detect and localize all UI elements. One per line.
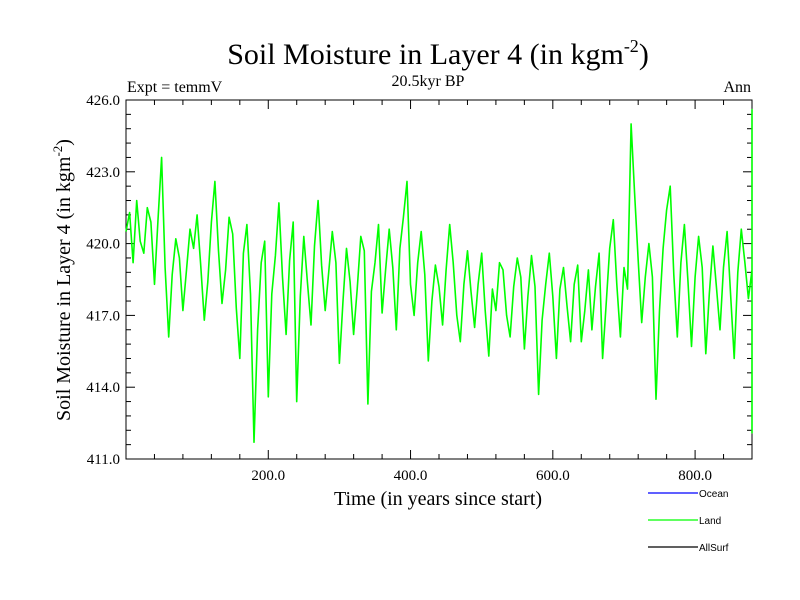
legend-label-allsurf: AllSurf [699,543,729,554]
legend-label-ocean: Ocean [699,489,728,500]
y-axis-label-main: Soil Moisture in Layer 4 (in kgm [53,156,75,421]
x-tick-label: 200.0 [251,468,285,484]
y-tick-label: 426.0 [86,93,120,109]
x-tick-label: 600.0 [536,468,570,484]
legend: Ocean Land AllSurf [648,489,729,554]
legend-label-land: Land [699,516,721,527]
x-tick-label: 800.0 [678,468,712,484]
expt-label: Expt = temmV [127,79,223,96]
y-tick-label: 411.0 [87,452,120,468]
y-axis-label-close: ) [53,139,75,146]
x-tick-label: 400.0 [394,468,428,484]
y-tick-label: 423.0 [86,165,120,181]
y-axis-label-sup: -2 [50,146,65,157]
y-axis-label: Soil Moisture in Layer 4 (in kgm-2) [50,139,75,421]
chart-title-close: ) [639,38,649,71]
y-tick-label: 420.0 [86,237,120,253]
series-line-land [125,108,753,444]
y-tick-label: 414.0 [86,380,120,396]
x-axis-label: Time (in years since start) [334,488,542,510]
y-tick-label: 417.0 [86,308,120,324]
chart-title-sup: -2 [624,36,639,56]
chart-subtitle: 20.5kyr BP [392,73,465,90]
chart-title-main: Soil Moisture in Layer 4 (in kgm [227,38,624,71]
season-label: Ann [723,79,751,96]
axis-ticks: 200.0 400.0 600.0 800.0 411.0 414.0 417.0 420.0… [86,93,752,484]
chart-title: Soil Moisture in Layer 4 (in kgm-2) [227,36,649,71]
